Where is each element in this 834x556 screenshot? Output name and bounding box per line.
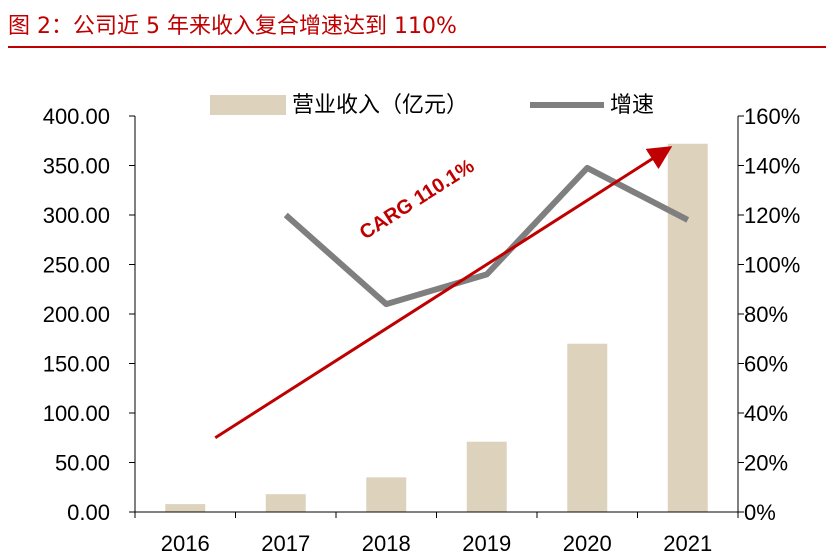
x-tick-label: 2016 <box>161 531 210 556</box>
left-tick-label: 50.00 <box>55 451 110 476</box>
right-tick-label: 20% <box>744 451 788 476</box>
bar-2018 <box>366 477 407 512</box>
right-tick-label: 0% <box>744 500 776 525</box>
trend-arrow <box>214 146 673 440</box>
left-tick-label: 400.00 <box>43 104 110 129</box>
bar-2016 <box>165 504 206 512</box>
left-tick-label: 200.00 <box>43 302 110 327</box>
bar-2020 <box>567 343 608 512</box>
legend-swatch-revenue <box>210 95 286 115</box>
right-tick-label: 160% <box>744 104 800 129</box>
right-tick-label: 120% <box>744 203 800 228</box>
bar-2019 <box>466 441 507 512</box>
line-growth-rate <box>283 164 690 308</box>
left-tick-label: 250.00 <box>43 253 110 278</box>
left-tick-label: 100.00 <box>43 401 110 426</box>
x-tick-label: 2017 <box>261 531 310 556</box>
annotation-label: CARG 110.1% <box>356 155 479 244</box>
right-tick-label: 60% <box>744 352 788 377</box>
right-tick-label: 100% <box>744 253 800 278</box>
x-tick-label: 2018 <box>362 531 411 556</box>
right-tick-label: 40% <box>744 401 788 426</box>
legend-label-revenue: 营业收入（亿元） <box>292 93 468 118</box>
line-series <box>283 164 690 308</box>
legend-label-growth: 增速 <box>610 93 654 118</box>
left-tick-label: 150.00 <box>43 352 110 377</box>
left-tick-label: 0.00 <box>67 500 110 525</box>
axes: 0.00 50.00 100.00 150.00 200.00 250.00 300.00 3… <box>43 104 801 556</box>
right-tick-label: 140% <box>744 154 800 179</box>
left-tick-label: 300.00 <box>43 203 110 228</box>
bar-2021 <box>667 143 708 512</box>
bar-2017 <box>265 494 306 512</box>
title-divider <box>8 46 826 48</box>
x-tick-label: 2021 <box>663 531 712 556</box>
legend: 营业收入（亿元） 增速 <box>210 93 654 118</box>
left-tick-label: 350.00 <box>43 154 110 179</box>
x-tick-label: 2019 <box>462 531 511 556</box>
bar-series <box>165 143 708 512</box>
figure-title: 图 2：公司近 5 年来收入复合增速达到 110% <box>8 14 457 39</box>
x-tick-label: 2020 <box>563 531 612 556</box>
right-tick-label: 80% <box>744 302 788 327</box>
